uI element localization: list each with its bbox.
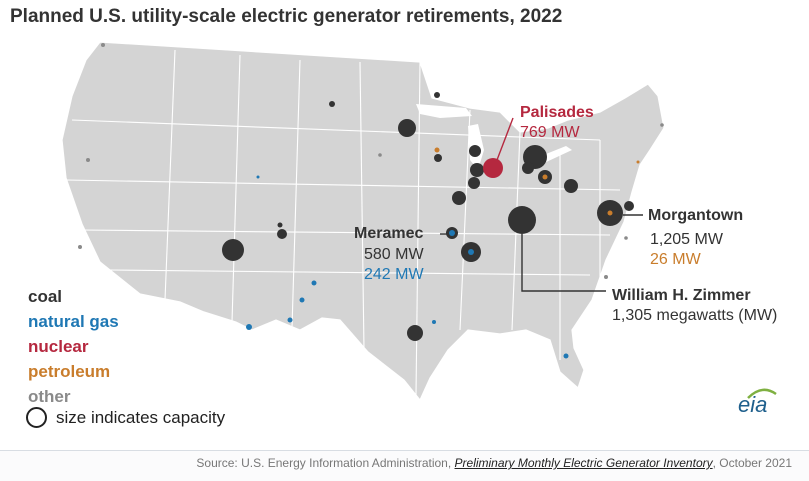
zimmer-capacity: 1,305 megawatts (MW): [612, 307, 778, 324]
lake-superior: [416, 104, 472, 118]
legend-size-note: size indicates capacity: [26, 407, 225, 428]
coal-plant-marker: [452, 191, 466, 205]
coal-plant-marker: [522, 162, 534, 174]
coal-plant-marker: [277, 229, 287, 239]
source-bar: Source: U.S. Energy Information Administ…: [0, 450, 809, 481]
gas-plant-marker: [287, 317, 293, 323]
circle-size-icon: [26, 407, 47, 428]
other-plant-marker: [101, 43, 105, 47]
map-title: Planned U.S. utility-scale electric gene…: [10, 6, 563, 27]
source-link[interactable]: Preliminary Monthly Electric Generator I…: [454, 456, 713, 470]
coal-plant-marker: [469, 145, 481, 157]
coal-plant-marker: [277, 222, 283, 228]
coal-plant-marker: [508, 206, 536, 234]
legend-coal: coal: [28, 287, 63, 306]
other-plant-marker: [604, 275, 608, 279]
meramec-coal-capacity: 580 MW: [364, 246, 424, 263]
morgantown-coal-capacity: 1,205 MW: [650, 231, 723, 248]
map-legend: coal natural gas nuclear petroleum other: [28, 284, 119, 409]
meramec-gas-capacity: 242 MW: [364, 266, 424, 283]
coal-plant-marker: [434, 92, 440, 98]
palisades-capacity: 769 MW: [520, 124, 580, 141]
other-plant-marker: [78, 245, 82, 249]
retirement-markers: [78, 43, 664, 359]
size-note-text: size indicates capacity: [56, 407, 226, 427]
palisades-callout: Palisades 769 MW: [520, 103, 594, 143]
gas-plant-marker: [563, 353, 569, 359]
coal-plant-marker: [624, 201, 634, 211]
source-suffix: , October 2021: [712, 456, 792, 470]
gas-plant-marker: [311, 280, 317, 286]
other-plant-marker: [86, 158, 90, 162]
coal-plant-marker: [564, 179, 578, 193]
gas-plant-marker: [256, 175, 260, 179]
other-plant-marker: [660, 123, 664, 127]
zimmer-name: William H. Zimmer: [612, 287, 751, 304]
legend-other: other: [28, 387, 71, 406]
coal-plant-marker: [407, 325, 423, 341]
legend-natural-gas: natural gas: [28, 312, 119, 331]
eia-logo: eia: [738, 392, 768, 417]
gas-plant-marker: [246, 324, 252, 330]
coal-plant-marker: [470, 163, 484, 177]
coal-plant-marker: [398, 119, 416, 137]
source-text: Source: U.S. Energy Information Administ…: [196, 456, 792, 470]
other-plant-marker: [378, 153, 382, 157]
coal-plant-marker: [468, 177, 480, 189]
coal-plant-marker: [329, 101, 335, 107]
zimmer-callout: William H. Zimmer 1,305 megawatts (MW): [612, 286, 777, 326]
morgantown-callout: Morgantown: [648, 206, 743, 226]
us-map: [61, 41, 665, 402]
coal-plant-marker: [222, 239, 244, 261]
palisades-name: Palisades: [520, 104, 594, 121]
gas-plant-marker: [468, 249, 474, 255]
gas-plant-marker: [299, 297, 305, 303]
source-prefix: Source: U.S. Energy Information Administ…: [196, 456, 455, 470]
petroleum-plant-marker: [434, 147, 440, 153]
gas-plant-marker: [449, 230, 455, 236]
petroleum-plant-marker: [607, 210, 613, 216]
coal-plant-marker: [434, 154, 442, 162]
other-plant-marker: [624, 236, 628, 240]
legend-petroleum: petroleum: [28, 362, 111, 381]
meramec-name: Meramec: [354, 225, 424, 242]
petroleum-plant-marker: [542, 174, 548, 180]
eia-logo-arc-icon: [747, 388, 777, 399]
nuclear-plant-marker: [483, 158, 503, 178]
morgantown-petroleum-capacity: 26 MW: [650, 251, 701, 268]
us-land: [61, 41, 665, 402]
morgantown-name: Morgantown: [648, 207, 744, 224]
meramec-callout: Meramec: [354, 224, 423, 244]
petroleum-plant-marker: [636, 160, 640, 164]
gas-plant-marker: [432, 320, 436, 324]
callout-leaders: [440, 117, 643, 292]
legend-nuclear: nuclear: [28, 337, 89, 356]
